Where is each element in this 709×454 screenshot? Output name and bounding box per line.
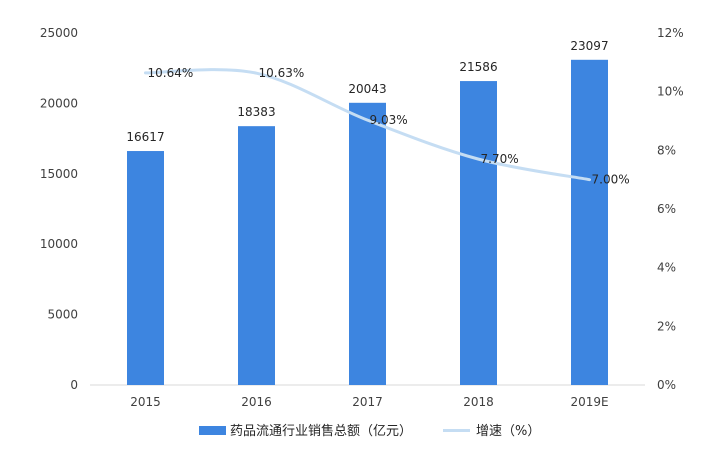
y-left-tick-label: 10000 [40,237,78,251]
x-tick-label: 2016 [241,395,272,409]
y-left-tick-label: 5000 [47,308,78,322]
y-right-tick-label: 2% [657,319,676,333]
y-left-tick-label: 15000 [40,167,78,181]
bar [238,126,275,385]
y-right-tick-label: 10% [657,85,684,99]
y-right-tick-label: 0% [657,378,676,392]
bar-value-label: 16617 [126,130,164,144]
legend-bar-swatch [199,426,226,435]
line-path [144,68,591,182]
y-axis-right: 0% 2% 4% 6% 8% 10% 12% [657,26,684,392]
y-left-tick-label: 20000 [40,96,78,110]
y-right-tick-label: 12% [657,26,684,40]
line-value-label: 10.64% [148,66,194,80]
y-right-tick-label: 8% [657,143,676,157]
bar [460,81,497,385]
bar [571,59,608,385]
line-value-label: 7.00% [592,173,630,187]
y-right-tick-label: 6% [657,202,676,216]
line-value-label: 9.03% [370,113,408,127]
line-value-label: 7.70% [481,152,519,166]
bar-value-label: 18383 [237,105,275,119]
legend-line-label: 增速（%） [476,424,540,439]
y-right-tick-label: 4% [657,261,676,275]
y-left-tick-label: 25000 [40,26,78,40]
x-tick-label: 2018 [463,395,494,409]
bar-value-label: 23097 [570,39,608,53]
line-series: 10.64% 10.63% 9.03% 7.70% 7.00% [144,66,630,187]
bar-value-label: 21586 [459,60,497,74]
bar [127,151,164,385]
x-tick-label: 2017 [352,395,383,409]
legend: 药品流通行业销售总额（亿元） 增速（%） [199,423,540,439]
legend-bar-label: 药品流通行业销售总额（亿元） [230,423,412,439]
x-tick-label: 2015 [130,395,161,409]
x-tick-label: 2019E [570,395,608,409]
bar-series: 16617 18383 20043 21586 23097 [126,39,609,386]
bar-value-label: 20043 [348,82,386,96]
y-axis-left: 0 5000 10000 15000 20000 25000 [40,26,78,392]
y-left-tick-label: 0 [70,378,78,392]
line-value-label: 10.63% [259,66,305,80]
x-axis: 2015 2016 2017 2018 2019E [130,395,608,409]
bar [349,102,386,386]
